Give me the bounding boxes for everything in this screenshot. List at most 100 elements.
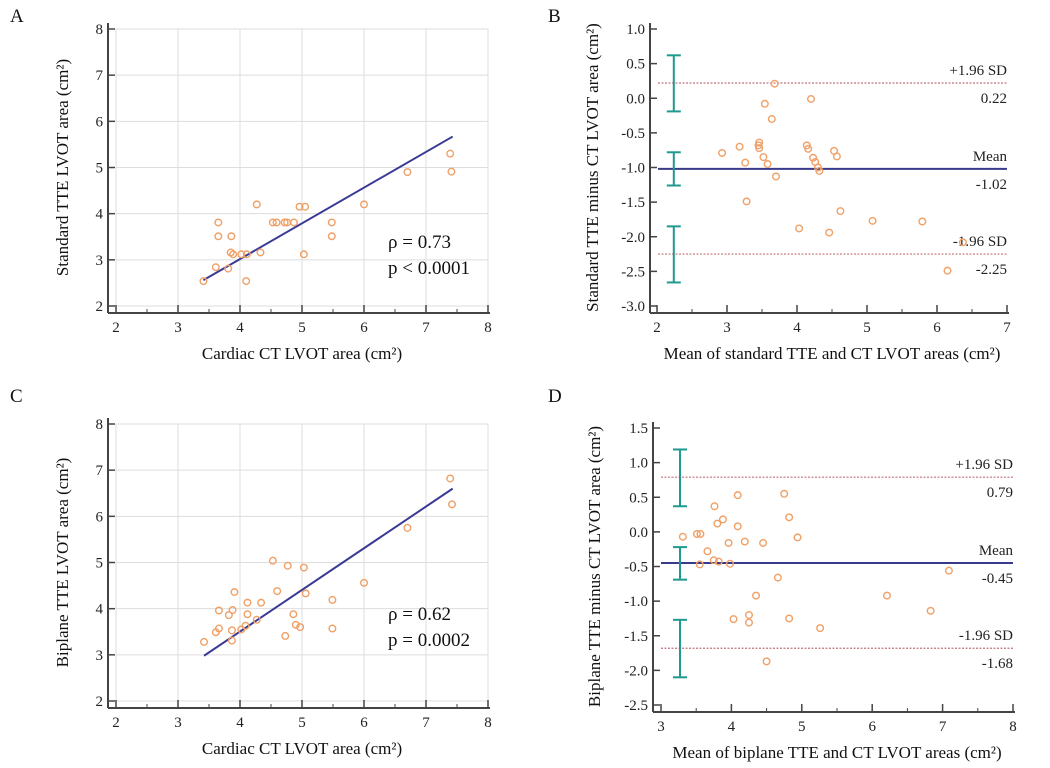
data-point bbox=[943, 266, 952, 275]
correlation-coefficient: ρ = 0.73 bbox=[388, 232, 451, 253]
y-tick-label: 0.0 bbox=[626, 91, 645, 107]
data-point bbox=[785, 614, 794, 623]
data-point bbox=[227, 626, 236, 635]
x-tick-label: 7 bbox=[422, 320, 430, 336]
reference-line-value: -1.02 bbox=[976, 177, 1007, 193]
data-point bbox=[755, 144, 764, 153]
y-tick-label: 1.0 bbox=[629, 456, 648, 472]
data-point bbox=[283, 561, 292, 570]
data-point bbox=[228, 606, 237, 615]
panel-letter: A bbox=[10, 6, 24, 27]
data-point bbox=[273, 587, 282, 596]
data-point bbox=[301, 589, 310, 598]
data-point bbox=[211, 263, 220, 272]
data-point bbox=[770, 79, 779, 88]
data-point bbox=[678, 532, 687, 541]
y-tick-label: 7 bbox=[96, 463, 104, 479]
data-point bbox=[291, 620, 300, 629]
data-point bbox=[360, 578, 369, 587]
data-point bbox=[200, 637, 209, 646]
data-point bbox=[446, 474, 455, 483]
data-point bbox=[692, 529, 701, 538]
x-tick-label: 6 bbox=[360, 715, 368, 731]
data-point bbox=[752, 591, 761, 600]
data-point bbox=[958, 238, 967, 247]
data-point bbox=[214, 606, 223, 615]
x-tick-label: 5 bbox=[863, 320, 871, 336]
data-point bbox=[295, 202, 304, 211]
data-point bbox=[301, 202, 310, 211]
data-point bbox=[714, 557, 723, 566]
data-point bbox=[241, 621, 250, 630]
reference-line-label: +1.96 SD bbox=[955, 457, 1013, 473]
data-point bbox=[944, 566, 953, 575]
x-axis-label: Cardiac CT LVOT area (cm²) bbox=[202, 739, 402, 758]
data-point bbox=[745, 610, 754, 619]
x-tick-label: 2 bbox=[653, 320, 661, 336]
data-point bbox=[724, 538, 733, 547]
y-tick-label: 2 bbox=[96, 299, 104, 315]
reference-line-value: 0.79 bbox=[987, 485, 1013, 501]
regression-line bbox=[202, 135, 454, 282]
reference-line-label: Mean bbox=[979, 543, 1014, 559]
data-point bbox=[229, 250, 238, 259]
panel-d: D-2.5-2.0-1.5-1.0-0.50.00.51.01.53 4 5 6 7 8M… bbox=[548, 386, 1017, 762]
data-point bbox=[703, 547, 712, 556]
x-tick-label: 4 bbox=[793, 320, 801, 336]
data-point bbox=[237, 250, 246, 259]
data-point bbox=[268, 218, 277, 227]
y-tick-label: 1.0 bbox=[626, 22, 645, 38]
data-point bbox=[926, 606, 935, 615]
data-point bbox=[742, 197, 751, 206]
panel-c: C 2 3 4 5 6 7 8 2 3 4 5 6 7 8 Cardiac CT LVOT area (cm²… bbox=[10, 386, 492, 758]
x-tick-label: 4 bbox=[728, 719, 736, 735]
data-point bbox=[299, 563, 308, 572]
data-point bbox=[832, 152, 841, 161]
data-point bbox=[242, 277, 251, 286]
y-tick-label: 5 bbox=[96, 161, 104, 177]
y-tick-label: 6 bbox=[96, 114, 104, 130]
data-point bbox=[328, 624, 337, 633]
data-point bbox=[296, 623, 305, 632]
x-tick-label: 6 bbox=[868, 719, 876, 735]
data-point bbox=[289, 610, 298, 619]
panel-letter: D bbox=[548, 386, 562, 407]
x-tick-label: 6 bbox=[933, 320, 941, 336]
data-point bbox=[804, 144, 813, 153]
regression-line bbox=[203, 487, 454, 657]
y-tick-label: 2 bbox=[96, 694, 104, 710]
y-tick-label: -0.5 bbox=[624, 560, 648, 576]
data-point bbox=[763, 160, 772, 169]
x-tick-label: 5 bbox=[298, 715, 306, 731]
data-point bbox=[755, 138, 764, 147]
y-tick-label: 3 bbox=[96, 253, 104, 269]
p-value: p < 0.0001 bbox=[388, 258, 470, 279]
data-point bbox=[243, 598, 252, 607]
data-point bbox=[299, 250, 308, 259]
data-point bbox=[281, 631, 290, 640]
y-tick-label: -1.0 bbox=[624, 594, 648, 610]
y-tick-label: 7 bbox=[96, 68, 104, 84]
x-tick-label: 3 bbox=[723, 320, 731, 336]
x-tick-label: 3 bbox=[657, 719, 665, 735]
x-tick-label: 3 bbox=[174, 715, 182, 731]
data-point bbox=[268, 556, 277, 565]
data-point bbox=[735, 142, 744, 151]
data-point bbox=[214, 624, 223, 633]
data-point bbox=[257, 598, 266, 607]
data-point bbox=[360, 200, 369, 209]
data-point bbox=[446, 149, 455, 158]
p-value: p = 0.0002 bbox=[388, 630, 470, 651]
data-point bbox=[815, 166, 824, 175]
panel-a: A 2 3 4 5 6 7 8 2 3 4 5 6 7 8 Cardiac CT LVOT area (cm²… bbox=[10, 6, 492, 363]
data-point bbox=[252, 200, 261, 209]
y-tick-label: 4 bbox=[96, 207, 104, 223]
data-point bbox=[816, 624, 825, 633]
data-point bbox=[745, 618, 754, 627]
x-tick-label: 4 bbox=[236, 320, 244, 336]
x-tick-label: 8 bbox=[484, 715, 492, 731]
x-tick-label: 4 bbox=[236, 715, 244, 731]
y-tick-label: 8 bbox=[96, 417, 104, 433]
x-tick-label: 5 bbox=[298, 320, 306, 336]
